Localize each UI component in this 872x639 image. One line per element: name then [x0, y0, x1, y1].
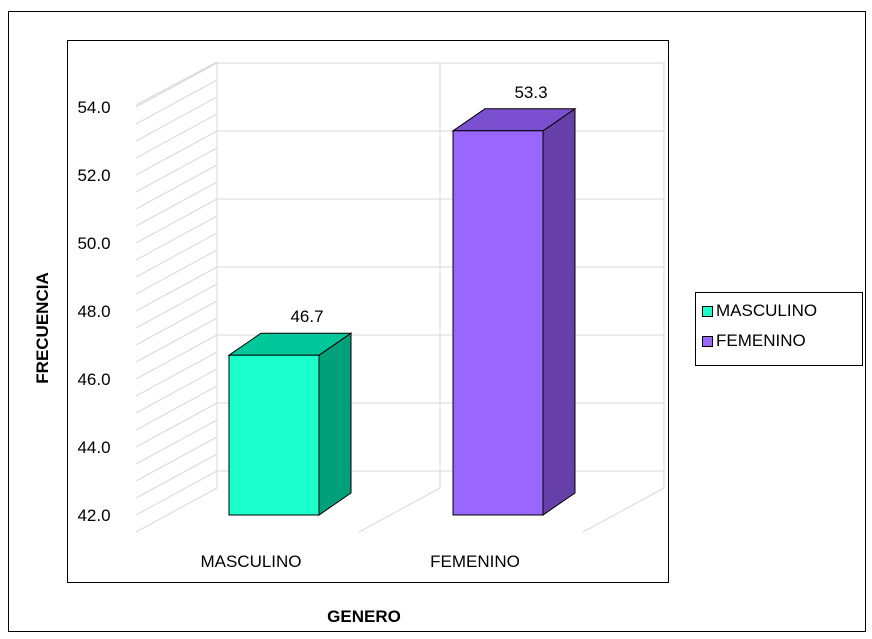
y-tick-label: 44.0	[77, 438, 110, 457]
floor-edge	[135, 487, 218, 533]
side-wall-gridline	[135, 436, 218, 482]
bar-front	[228, 354, 320, 516]
floor-divider	[358, 487, 441, 533]
side-wall-gridline	[135, 266, 218, 312]
side-wall-gridline	[135, 402, 218, 448]
side-wall-gridline	[135, 232, 218, 278]
side-wall-gridline	[135, 317, 218, 363]
legend-item-femenino: FEMENINO	[702, 330, 806, 352]
legend: MASCULINO FEMENINO	[695, 292, 863, 366]
side-wall-gridline	[135, 113, 218, 159]
x-axis-label: GENERO	[327, 607, 401, 626]
bar-front	[452, 130, 544, 516]
data-label: 53.3	[514, 83, 547, 102]
y-axis-label: FRECUENCIA	[33, 272, 52, 383]
side-wall-gridline	[135, 130, 218, 176]
side-wall-gridline	[135, 164, 218, 210]
bar-femenino	[451, 107, 577, 516]
side-wall-gridline	[135, 453, 218, 499]
side-wall-gridline	[135, 368, 218, 414]
side-wall-gridline	[135, 79, 218, 125]
side-wall-gridline	[135, 96, 218, 142]
side-wall-gridline	[135, 198, 218, 244]
data-label: 46.7	[290, 307, 323, 326]
side-wall-gridline	[135, 215, 218, 261]
side-wall-gridline	[135, 300, 218, 346]
bar-side	[318, 332, 352, 516]
floor-divider	[582, 487, 665, 533]
legend-item-masculino: MASCULINO	[702, 300, 817, 322]
side-wall-gridline	[135, 283, 218, 329]
legend-swatch-femenino	[702, 335, 713, 347]
side-wall-gridline	[135, 147, 218, 193]
y-tick-label: 46.0	[77, 370, 110, 389]
y-tick-label: 52.0	[77, 166, 110, 185]
y-tick-label: 54.0	[77, 98, 110, 117]
side-wall-gridline	[135, 334, 218, 380]
y-tick-label: 42.0	[77, 506, 110, 525]
y-tick-label: 48.0	[77, 302, 110, 321]
side-wall-gridline	[135, 62, 218, 108]
legend-label-femenino: FEMENINO	[716, 331, 806, 350]
legend-label-masculino: MASCULINO	[716, 301, 818, 320]
legend-swatch-masculino	[702, 305, 713, 317]
side-wall-gridline	[135, 351, 218, 397]
side-wall-gridline	[135, 419, 218, 465]
x-tick-label: MASCULINO	[200, 552, 301, 571]
side-wall-gridline	[135, 470, 218, 516]
x-tick-label: FEMENINO	[430, 552, 520, 571]
side-wall-gridline	[135, 385, 218, 431]
bar-side	[542, 107, 576, 516]
side-wall-gridline	[135, 181, 218, 227]
side-wall-gridline	[135, 249, 218, 295]
y-tick-label: 50.0	[77, 234, 110, 253]
bar-masculino	[227, 332, 353, 516]
side-wall-edge	[135, 61, 218, 106]
